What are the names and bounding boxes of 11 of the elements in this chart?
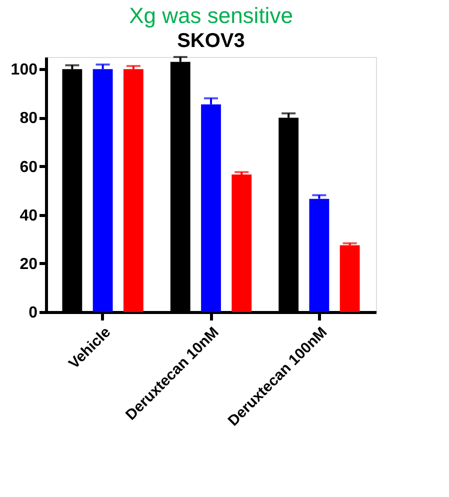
y-tick-label: 100 (10, 62, 38, 79)
y-tick-label: 40 (20, 207, 38, 224)
chart-title: Xg was sensitive (129, 3, 293, 28)
y-tick-label: 80 (20, 110, 38, 128)
y-tick-label: 20 (20, 256, 38, 273)
y-tick-label: 60 (20, 158, 38, 176)
bar (123, 69, 144, 312)
y-tick-label: 0 (28, 304, 38, 322)
bar (309, 198, 330, 312)
bar (92, 69, 113, 312)
chart-subtitle: SKOV3 (177, 30, 245, 52)
